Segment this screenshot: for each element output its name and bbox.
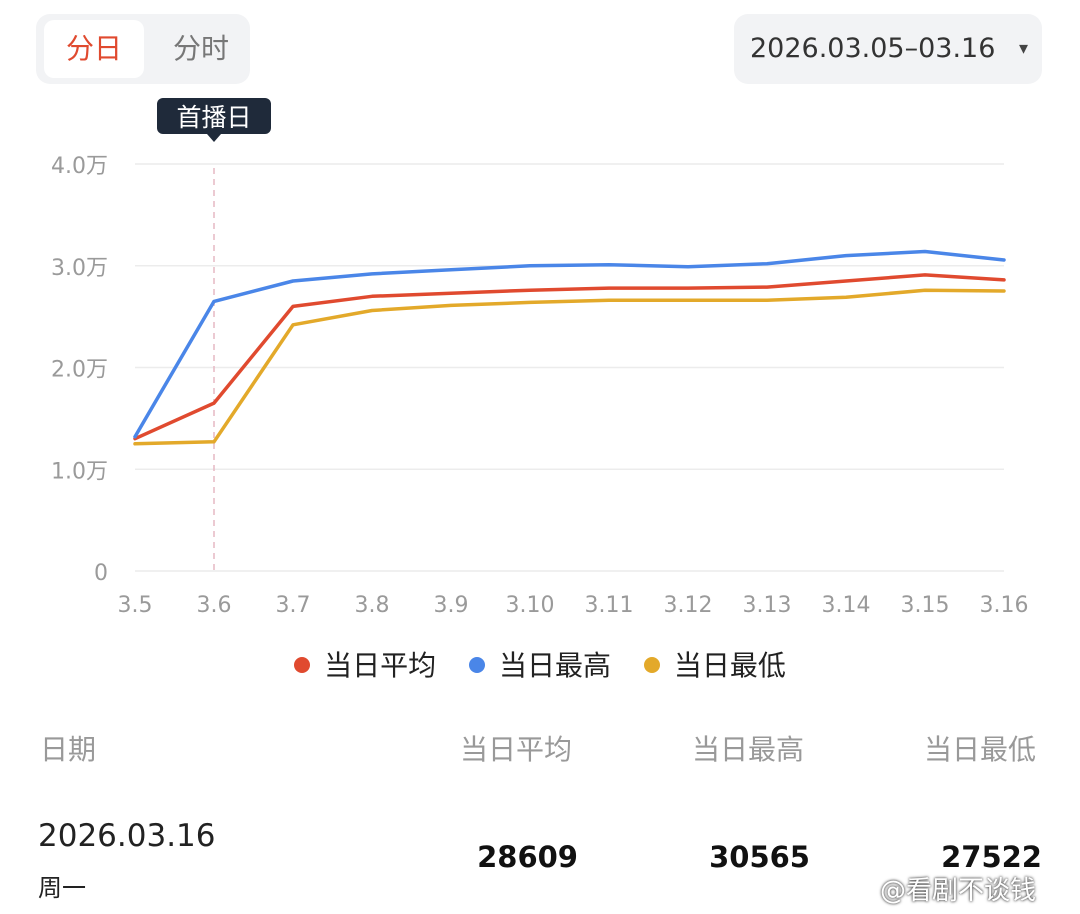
date-range-label: 2026.03.05–03.16	[750, 33, 996, 64]
table-header-max: 当日最高	[692, 733, 805, 766]
x-tick-label: 3.6	[197, 593, 232, 618]
x-tick-label: 3.12	[664, 593, 713, 618]
x-tick-label: 3.14	[822, 593, 871, 618]
x-tick-label: 3.15	[901, 593, 950, 618]
x-tick-label: 3.8	[355, 593, 390, 618]
row-min-value: 27522	[941, 840, 1042, 874]
y-tick-label: 3.0万	[51, 256, 108, 281]
legend-label-max: 当日最高	[498, 649, 611, 682]
x-tick-label: 3.11	[585, 593, 634, 618]
table-header-avg: 当日平均	[460, 733, 573, 766]
x-tick-label: 3.13	[743, 593, 792, 618]
tab-hourly[interactable]: 分时	[172, 32, 229, 65]
legend-item-min[interactable]: 当日最低	[643, 644, 786, 684]
table-header-date: 日期	[40, 733, 97, 766]
date-range-selector[interactable]: 2026.03.05–03.16 ▾	[734, 14, 1042, 84]
legend-item-avg[interactable]: 当日平均	[294, 644, 436, 684]
chevron-down-icon: ▾	[1018, 38, 1028, 59]
row-date: 2026.03.16	[38, 818, 216, 854]
y-tick-label: 4.0万	[51, 154, 108, 179]
y-tick-label: 2.0万	[51, 358, 108, 383]
series-line-0	[133, 273, 1006, 441]
series-line-2	[133, 288, 1006, 446]
x-tick-label: 3.5	[118, 593, 153, 618]
legend-label-min: 当日最低	[673, 649, 786, 682]
legend-dot-max	[468, 657, 485, 673]
row-avg-value: 28609	[477, 840, 578, 874]
annotation-pointer	[207, 134, 221, 142]
tab-daily[interactable]: 分日	[44, 20, 144, 78]
annotation-label: 首播日	[176, 103, 251, 132]
x-tick-label: 3.16	[980, 593, 1029, 618]
x-tick-label: 3.7	[276, 593, 311, 618]
chart-legend: 当日平均 当日最高 当日最低	[0, 644, 1080, 684]
table-header-min: 当日最低	[924, 733, 1037, 766]
legend-item-max[interactable]: 当日最高	[468, 644, 611, 684]
x-tick-label: 3.9	[434, 593, 469, 618]
view-toggle: 分日 分时	[36, 14, 250, 84]
watermark: @看剧不谈钱	[880, 876, 1037, 906]
x-tick-label: 3.10	[506, 593, 555, 618]
legend-label-avg: 当日平均	[324, 649, 437, 682]
legend-dot-min	[643, 657, 660, 673]
y-tick-label: 0	[94, 561, 108, 586]
row-max-value: 30565	[709, 840, 810, 874]
y-tick-label: 1.0万	[51, 459, 108, 484]
row-weekday: 周一	[38, 874, 86, 902]
annotation-box	[157, 98, 271, 134]
series-line-1	[133, 249, 1006, 439]
legend-dot-avg	[294, 657, 311, 673]
line-chart: 0 1.0万 2.0万 3.0万 4.0万 3.5 3.6 3.7 3.8 3.9 3.10 3.11…	[51, 98, 1029, 618]
